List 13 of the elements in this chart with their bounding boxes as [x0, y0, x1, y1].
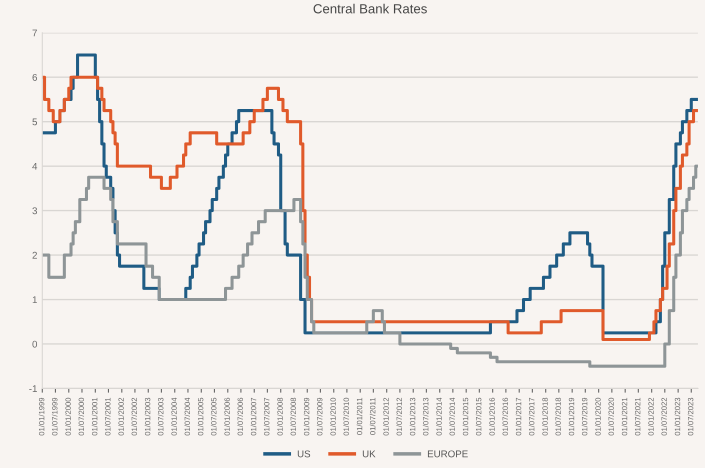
legend-label: US [298, 450, 310, 458]
y-tick-label: 3 [32, 207, 38, 214]
y-tick-label: 4 [32, 162, 38, 170]
y-tick-label: 2 [32, 252, 37, 259]
y-tick-label: 5 [32, 118, 38, 126]
y-tick-label: 1 [32, 296, 37, 304]
y-tick-label: 0 [32, 340, 38, 348]
y-tick-label: 6 [32, 74, 38, 81]
legend-label: EUROPE [428, 450, 468, 458]
legend-label: UK [362, 450, 376, 458]
chart-title: Central Bank Rates [314, 4, 427, 14]
y-tick-label: -1 [29, 385, 37, 392]
y-tick-label: 7 [32, 30, 37, 36]
